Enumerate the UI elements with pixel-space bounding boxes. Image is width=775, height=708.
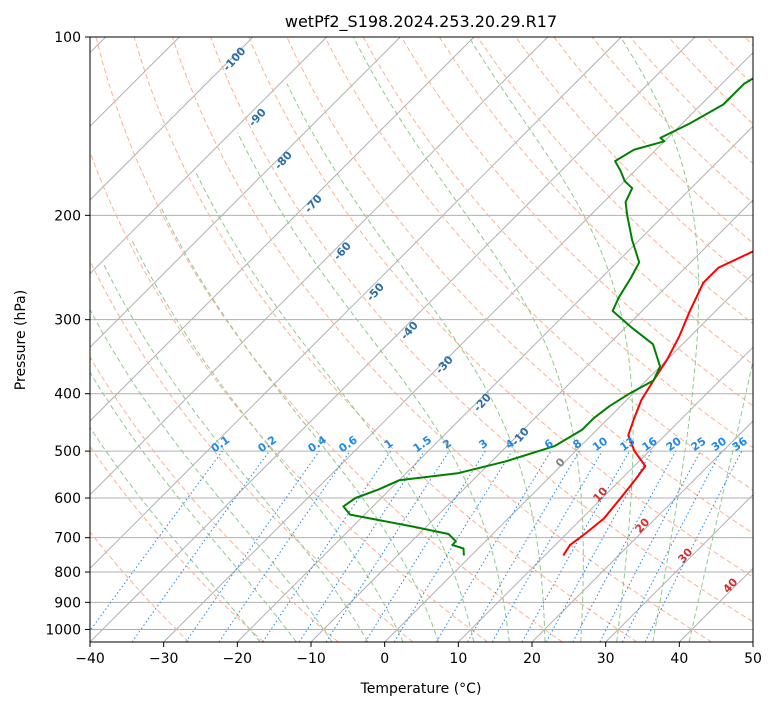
mixing-ratio-line: [90, 450, 223, 632]
mixing-ratio-line: [262, 450, 392, 642]
mixing-ratio-line: [393, 450, 513, 642]
dry-adiabat: [210, 37, 753, 623]
x-tick-label: 10: [449, 651, 467, 667]
x-tick-label: 30: [597, 651, 615, 667]
moist-adiabat: [353, 37, 584, 642]
moist-adiabat: [161, 208, 439, 642]
isotherm-line: [90, 37, 549, 496]
chart-title: wetPf2_S198.2024.253.20.29.R17: [285, 12, 557, 32]
dry-adiabat: [133, 37, 638, 642]
dry-adiabat: [515, 37, 753, 284]
mixing-ratio-line: [572, 450, 677, 642]
isotherm-line: [90, 37, 254, 201]
mixing-ratio-line: [131, 450, 270, 642]
mixing-ratio-line: [644, 450, 743, 642]
dry-adiabat: [400, 37, 753, 407]
dry-adiabat: [90, 259, 414, 642]
axes-layer: −40 −30 −20 −10 0 10 20 30 40 50 100 200 300 400 500 60…: [45, 30, 762, 667]
dry-adiabat: [90, 445, 264, 642]
isotherm-line: [457, 346, 753, 642]
dry-adiabat: [438, 37, 753, 366]
x-tick-label: 20: [523, 651, 541, 667]
y-tick-label: 500: [54, 444, 81, 460]
dry-adiabat: [90, 356, 339, 642]
x-tick-label: −20: [223, 651, 253, 667]
dry-adiabat: [95, 37, 563, 642]
y-axis-label: Pressure (hPa): [13, 290, 29, 390]
mixing-ratio-line: [185, 450, 320, 642]
x-tick-label: 0: [380, 651, 389, 667]
dewpoint-profile: [342, 77, 753, 556]
moist-adiabat: [237, 132, 510, 642]
x-tick-label: −30: [149, 651, 179, 667]
isotherm-line: [236, 125, 753, 642]
isotherm-line: [90, 37, 622, 570]
moist-adiabat: [90, 308, 333, 642]
mixing-ratio-line: [521, 450, 630, 642]
moist-adiabat: [620, 37, 700, 642]
isotherm-line: [531, 420, 753, 642]
temperature-profile: [562, 250, 753, 556]
y-tick-label: 700: [54, 531, 81, 547]
x-axis-label: Temperature (°C): [360, 681, 482, 697]
y-tick-label: 200: [54, 208, 81, 224]
isotherm-line: [163, 51, 753, 642]
mixing-ratio-line: [218, 450, 351, 642]
y-tick-label: 100: [54, 30, 81, 46]
moist-adiabat: [195, 173, 475, 642]
isotherm-line: [384, 272, 753, 642]
moist-adiabat: [90, 371, 297, 642]
mixing-ratio-line: [325, 450, 450, 642]
dry-adiabat: [90, 150, 488, 642]
dry-adiabat: [324, 37, 753, 491]
dry-adiabat: [90, 531, 190, 642]
y-tick-label: 1000: [45, 622, 81, 638]
moist-adiabat: [102, 262, 369, 642]
plot-background: [90, 37, 753, 642]
isotherm-line: [90, 37, 475, 422]
profile-layer: [342, 77, 753, 556]
y-tick-label: 800: [54, 565, 81, 581]
x-tick-label: 50: [744, 651, 762, 667]
y-tick-label: 300: [54, 313, 81, 329]
isotherm-line: [90, 37, 328, 275]
isotherm-line: [90, 37, 696, 642]
moist-adiabat: [90, 426, 261, 642]
x-tick-label: −10: [296, 651, 326, 667]
x-tick-label: −40: [75, 651, 105, 667]
isotherm-line: [90, 37, 401, 349]
grid-layer: [90, 37, 753, 642]
plot-frame: [89, 36, 754, 643]
x-tick-label: 40: [670, 651, 688, 667]
moist-adiabat: [688, 358, 753, 642]
isotherm-line: [605, 493, 753, 642]
dry-adiabat: [248, 37, 753, 578]
dry-adiabat: [171, 37, 712, 642]
mixing-ratio-line: [298, 450, 425, 642]
y-tick-label: 900: [54, 595, 81, 611]
moist-adiabat: [131, 239, 404, 642]
y-tick-label: 400: [54, 387, 81, 403]
moist-adiabat: [286, 83, 546, 642]
y-tick-label: 600: [54, 491, 81, 507]
mixing-ratio-line: [545, 450, 653, 642]
